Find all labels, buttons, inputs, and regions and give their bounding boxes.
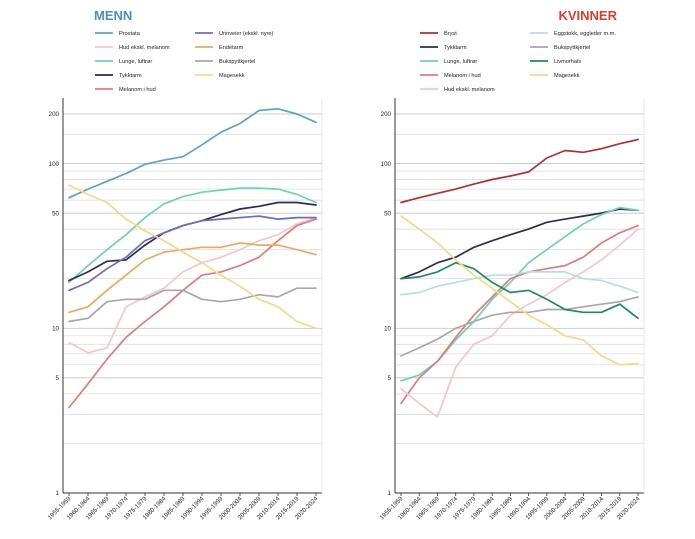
legend-label-hud-ekskl-melanom: Hud ekskl. melanom (119, 45, 170, 51)
chart-title: KVINNER (558, 8, 617, 23)
chart-title: MENN (94, 8, 132, 23)
legend-label-livmorhals: Livmorhals (554, 59, 581, 65)
y-tick-label: 200 (381, 111, 392, 118)
y-tick-label: 200 (49, 111, 60, 118)
series-line-prostata (68, 107, 317, 199)
legend-label-lunge-luftror: Lunge, luftrør (444, 59, 477, 65)
legend-label-prostata: Prostata (119, 31, 141, 37)
series-line-hud-ekskl-melanom (400, 228, 639, 418)
y-tick-label: 100 (381, 161, 392, 168)
legend-label-eggstokk-eggleder-m-m: Eggstokk, eggleder m.m. (554, 31, 616, 37)
legend-label-melanom-i-hud: Melanom i hud (119, 87, 156, 93)
y-tick-label: 50 (52, 210, 59, 217)
y-tick-label: 5 (56, 375, 60, 382)
legend-label-magesekk: Magesekk (554, 73, 580, 79)
series-line-magesekk (68, 184, 317, 330)
legend-label-bukspyttkjertel: Bukspyttkjertel (554, 45, 590, 51)
panel-kvinner: KVINNER1510501002001955-19591960-1964196… (379, 8, 645, 521)
legend: Bryst Tykktarm Lunge, luftrør Melanom i hud… (420, 31, 616, 93)
series-line-melanom-i-hud (400, 224, 639, 405)
series-line-magesekk (400, 215, 639, 366)
legend-label-urinveier-ekskl-nyre: Urinveier (ekskl. nyre) (219, 31, 274, 37)
legend: Prostata Hud ekskl. melanom Lunge, luftrør… (95, 31, 274, 93)
legend-label-bukspyttkjertel: Bukspyttkjertel (219, 59, 255, 65)
panel-menn: MENN1510501002001955-19591960-19641965-1… (47, 8, 323, 521)
series-line-livmorhals (400, 261, 639, 320)
y-tick-label: 1 (388, 490, 392, 497)
series-line-hud-ekskl-melanom (68, 216, 317, 354)
y-tick-label: 5 (388, 375, 392, 382)
series-line-endetarm (68, 242, 317, 314)
legend-label-endetarm: Endetarm (219, 45, 244, 51)
series-line-lunge-luftror (68, 187, 317, 284)
series-line-lunge-luftror (400, 206, 639, 382)
series-line-tykktarm (400, 208, 639, 280)
legend-label-melanom-i-hud: Melanom i hud (444, 73, 481, 79)
legend-label-lunge-luftror: Lunge, luftrør (119, 59, 152, 65)
series-line-bukspyttkjertel (68, 287, 317, 323)
y-tick-label: 10 (384, 325, 391, 332)
series-line-eggstokk-eggleder-m-m (400, 271, 639, 296)
legend-label-tykktarm: Tykktarm (444, 45, 467, 51)
y-tick-label: 100 (49, 161, 60, 168)
series-line-bryst (400, 138, 639, 204)
y-tick-label: 1 (56, 490, 60, 497)
series-line-melanom-i-hud (68, 218, 317, 409)
y-tick-label: 50 (384, 210, 391, 217)
legend-label-magesekk: Magesekk (219, 73, 245, 79)
y-tick-label: 10 (52, 325, 59, 332)
legend-label-bryst: Bryst (444, 31, 457, 37)
legend-label-tykktarm: Tykktarm (119, 73, 142, 79)
series-line-bukspyttkjertel (400, 296, 639, 357)
series-line-urinveier-ekskl-nyre (68, 215, 317, 292)
legend-label-hud-ekskl-melanom: Hud ekskl. melanom (444, 87, 495, 93)
